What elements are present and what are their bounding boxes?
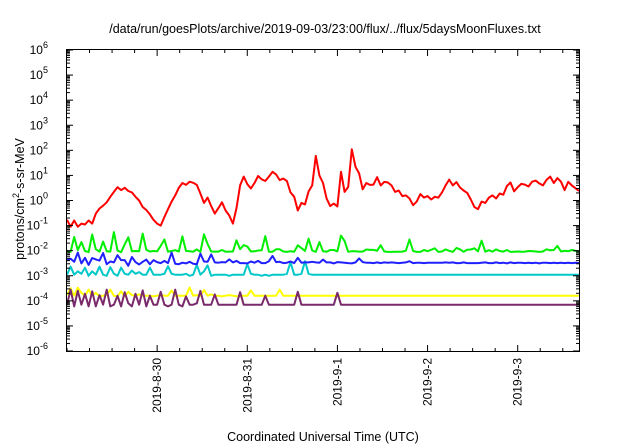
y-tick-labels: 10-6 10-5 10-4 10-3 10-2 10-1 100 101 102 103 104 1…	[27, 40, 48, 358]
y-tick-label: 10-4	[27, 291, 48, 308]
series-line-2	[66, 260, 579, 277]
y-tick-label: 10-6	[27, 341, 48, 358]
ticks-layer	[66, 49, 579, 352]
y-tick-label: 10-1	[27, 216, 48, 233]
x-tick-label: 2019-9-1	[330, 358, 344, 406]
y-axis-title-post: -s-sr-MeV	[13, 137, 27, 193]
x-tick-label: 2019-9-3	[511, 358, 525, 406]
y-tick-label: 101	[30, 165, 48, 182]
y-tick-label: 102	[30, 140, 48, 157]
x-tick-labels: 2019-8-30 2019-8-31 2019-9-1 2019-9-2 2019-9…	[150, 358, 525, 413]
y-axis-title: protons/cm2-s-sr-MeV	[11, 137, 27, 259]
series-line-1	[66, 231, 580, 254]
series-line-4	[66, 286, 579, 298]
y-axis-title-pre: protons/cm	[13, 198, 27, 260]
chart-title: /data/run/goesPlots/archive/2019-09-03/2…	[109, 22, 541, 36]
y-tick-label: 10-5	[27, 316, 48, 333]
plot-frame	[66, 49, 580, 352]
y-axis-title-sup: 2	[11, 193, 21, 198]
y-tick-label: 10-2	[27, 241, 48, 258]
y-tick-label: 103	[30, 115, 48, 132]
series-line-5	[66, 288, 579, 308]
y-tick-label: 104	[30, 90, 48, 107]
y-tick-label: 10-3	[27, 266, 48, 283]
x-tick-label: 2019-8-30	[150, 358, 164, 413]
y-tick-label: 105	[30, 65, 48, 82]
x-tick-label: 2019-8-31	[240, 358, 254, 413]
series-line-3	[66, 251, 580, 267]
y-tick-label: 100	[30, 191, 48, 208]
series-line-6	[66, 148, 580, 228]
x-axis-title: Coordinated Universal Time (UTC)	[227, 430, 419, 444]
x-tick-label: 2019-9-2	[421, 358, 435, 406]
y-tick-label: 106	[30, 40, 48, 57]
series-layer	[66, 148, 580, 308]
